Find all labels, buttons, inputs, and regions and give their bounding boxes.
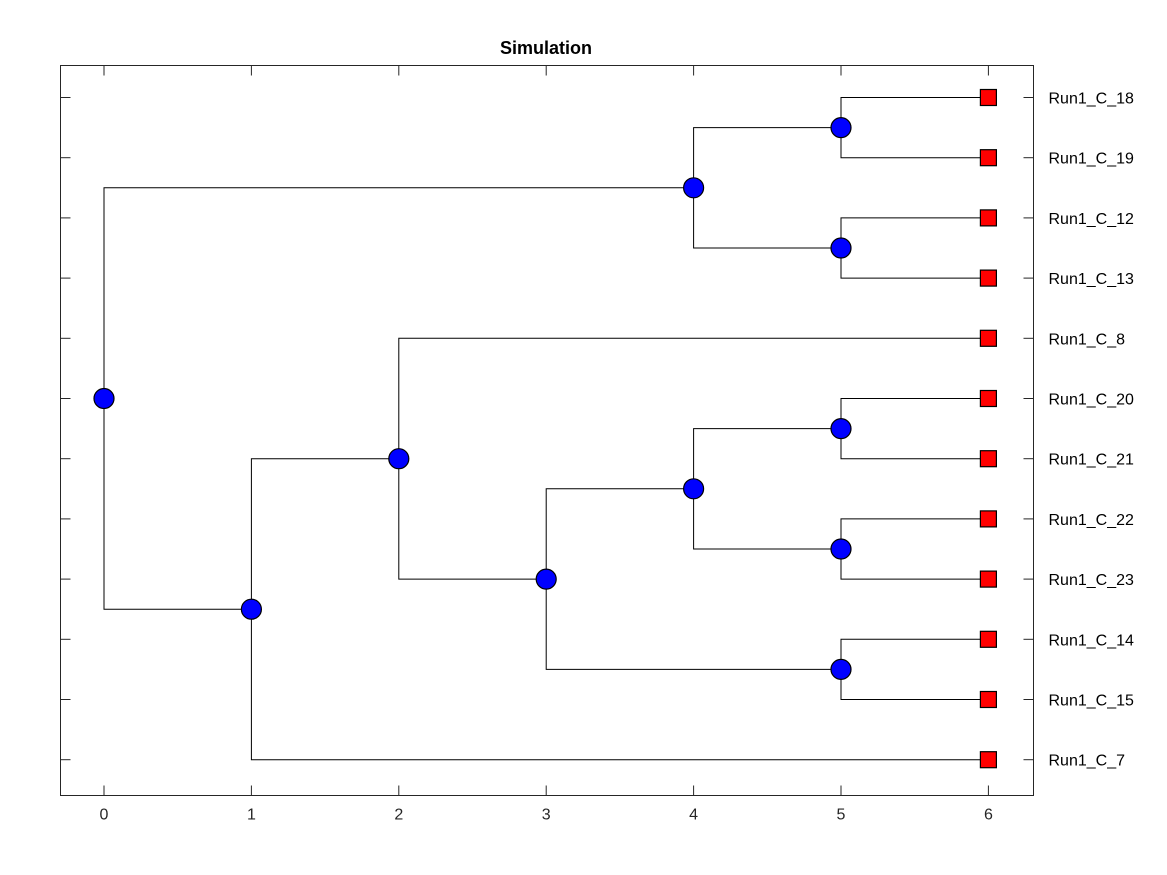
leaf-label-Run1_C_19: Run1_C_19 [1049, 151, 1135, 168]
plot-area [60, 65, 1034, 796]
x-axis: 0 1 2 3 4 5 6 [100, 65, 993, 824]
leaf-node-Run1_C_20 [979, 389, 998, 408]
branch-line [545, 579, 841, 670]
internal-node [682, 177, 705, 199]
leaf-label-Run1_C_8: Run1_C_8 [1049, 331, 1126, 348]
internal-node [830, 237, 852, 259]
internal-node [830, 658, 852, 681]
branch-line [693, 428, 841, 489]
leaf-node-Run1_C_12 [979, 209, 998, 227]
leaf-node-Run1_C_7 [979, 751, 998, 769]
leaf-node-Run1_C_14 [979, 630, 998, 648]
leaf-node-Run1_C_21 [979, 450, 998, 468]
leaf-label-Run1_C_7: Run1_C_7 [1049, 753, 1126, 770]
leaf-label-Run1_C_21: Run1_C_21 [1049, 452, 1135, 469]
internal-node [830, 116, 852, 139]
x-tick-label: 5 [837, 807, 846, 824]
branch-line [693, 488, 841, 550]
leaf-node-Run1_C_19 [979, 149, 998, 167]
leaf-label-Run1_C_23: Run1_C_23 [1049, 572, 1135, 589]
leaf-label-Run1_C_20: Run1_C_20 [1049, 392, 1135, 409]
branch-line [103, 187, 694, 399]
leaf-axis: Run1_C_18 Run1_C_19 Run1_C_12 Run1_C_13 Run1… [60, 91, 1135, 770]
leaf-node-Run1_C_8 [979, 329, 998, 347]
branch-line [250, 609, 989, 761]
branch-line [398, 458, 547, 580]
internal-node [93, 387, 115, 410]
leaf-node-Run1_C_23 [979, 570, 998, 588]
leaf-node-Run1_C_13 [979, 269, 998, 287]
leaf-label-Run1_C_14: Run1_C_14 [1049, 632, 1135, 649]
internal-node [830, 538, 852, 560]
internal-node [388, 448, 410, 470]
leaf-node-Run1_C_22 [979, 510, 998, 528]
leaf-label-Run1_C_13: Run1_C_13 [1049, 271, 1135, 288]
branch-line [398, 337, 989, 459]
tree-nodes [93, 88, 998, 769]
x-tick-label: 6 [984, 807, 993, 824]
branch-line [545, 488, 694, 580]
x-tick-label: 3 [542, 807, 551, 824]
x-tick-label: 1 [247, 807, 256, 824]
leaf-node-Run1_C_15 [979, 690, 998, 709]
internal-node [682, 478, 705, 500]
leaf-node-Run1_C_18 [979, 88, 998, 107]
leaf-label-Run1_C_22: Run1_C_22 [1049, 512, 1135, 529]
x-tick-label: 4 [689, 807, 698, 824]
branch-line [693, 187, 841, 249]
internal-node [830, 418, 852, 440]
leaf-label-Run1_C_12: Run1_C_12 [1049, 211, 1135, 228]
chart-title: Simulation [500, 38, 592, 58]
leaf-label-Run1_C_15: Run1_C_15 [1049, 693, 1135, 710]
branch-line [250, 458, 399, 610]
internal-node [535, 568, 557, 590]
leaf-label-Run1_C_18: Run1_C_18 [1049, 91, 1135, 108]
x-tick-label: 0 [100, 807, 109, 824]
x-tick-label: 2 [394, 807, 403, 824]
branch-line [693, 127, 841, 188]
internal-node [240, 598, 262, 620]
branch-line [103, 398, 252, 610]
